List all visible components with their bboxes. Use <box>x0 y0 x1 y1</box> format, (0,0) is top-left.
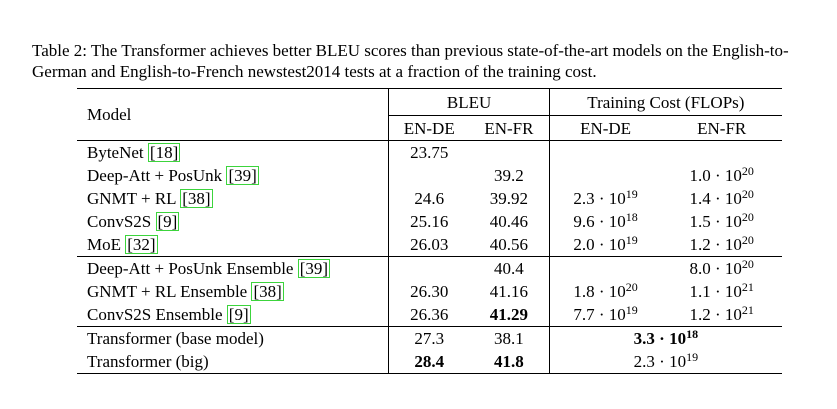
cost-en-de-cell: 2.3 · 1019 <box>573 187 638 208</box>
bleu-en-de-cell <box>388 256 470 280</box>
bleu-en-de-cell: 26.03 <box>410 235 449 254</box>
model-cell: ConvS2S [9] <box>77 210 390 233</box>
bleu-en-de-cell: 27.3 <box>388 326 470 350</box>
bleu-en-fr-cell: 39.2 <box>469 164 550 187</box>
cost-en-de-cell <box>549 256 662 280</box>
header-cost-en-de: EN-DE <box>549 115 662 141</box>
bleu-en-de-cell: 26.36 <box>410 305 449 324</box>
bleu-en-fr-cell: 41.29 <box>469 303 550 327</box>
bleu-en-fr-cell: 40.4 <box>469 256 550 280</box>
bleu-en-de-cell: 25.16 <box>410 212 449 231</box>
table-row: ConvS2S Ensemble [9] 26.36 41.29 7.7 · 1… <box>77 303 782 327</box>
header-training-cost: Training Cost (FLOPs) <box>549 88 782 116</box>
citation-link[interactable]: [18] <box>147 143 181 162</box>
bleu-en-de-cell: 26.30 <box>410 282 449 301</box>
table-row: Transformer (base model) 27.3 38.1 3.3 ·… <box>77 326 782 350</box>
citation-link[interactable]: [39] <box>226 166 259 185</box>
cost-en-fr-cell: 1.0 · 1020 <box>689 164 754 185</box>
table-row: Deep-Att + PosUnk [39] 39.2 1.0 · 1020 <box>77 164 782 187</box>
cost-en-fr-cell: 1.2 · 1021 <box>689 303 754 324</box>
table-row: GNMT + RL Ensemble [38] 26.30 41.16 1.8 … <box>77 280 782 303</box>
bleu-en-fr-cell: 41.16 <box>469 280 550 303</box>
model-cell: ConvS2S Ensemble [9] <box>77 303 390 327</box>
bleu-en-de-cell: 23.75 <box>388 140 470 164</box>
model-cell: Transformer (base model) <box>77 326 390 350</box>
citation-link[interactable]: [39] <box>297 259 331 278</box>
bleu-en-fr-cell <box>469 140 550 164</box>
bleu-en-fr-cell: 40.46 <box>469 210 550 233</box>
table-row: Deep-Att + PosUnk Ensemble [39] 40.4 8.0… <box>77 256 782 280</box>
cost-combined-cell: 3.3 · 1018 <box>549 326 782 350</box>
table-row: Transformer (big) 28.4 41.8 2.3 · 1019 <box>77 350 782 374</box>
model-cell: Deep-Att + PosUnk Ensemble [39] <box>77 256 390 280</box>
header-model: Model <box>77 88 390 141</box>
cost-en-fr-cell: 1.5 · 1020 <box>689 210 754 231</box>
cost-en-fr-cell: 1.4 · 1020 <box>689 187 754 208</box>
cost-en-fr-cell: 1.1 · 1021 <box>689 280 754 301</box>
cost-en-fr-cell: 8.0 · 1020 <box>661 256 782 280</box>
model-cell: Deep-Att + PosUnk [39] <box>77 164 390 187</box>
results-table: Model BLEU Training Cost (FLOPs) EN-DE E… <box>77 88 782 374</box>
citation-link[interactable]: [32] <box>125 235 158 254</box>
bleu-en-fr-cell: 39.92 <box>469 187 550 210</box>
cost-en-fr-cell: 1.2 · 1020 <box>689 233 754 254</box>
cost-en-de-cell: 7.7 · 1019 <box>573 303 638 324</box>
model-cell: MoE [32] <box>77 233 390 257</box>
citation-link[interactable]: [38] <box>180 189 213 208</box>
cost-en-de-cell: 9.6 · 1018 <box>573 210 638 231</box>
model-cell: ByteNet [18] <box>77 140 390 164</box>
model-cell: GNMT + RL Ensemble [38] <box>77 280 390 303</box>
citation-link[interactable]: [38] <box>251 282 284 301</box>
bleu-en-fr-cell: 41.8 <box>469 350 550 374</box>
table-row: MoE [32] 26.03 40.56 2.0 · 1019 1.2 · 10… <box>77 233 782 257</box>
cost-en-de-cell: 1.8 · 1020 <box>573 280 638 301</box>
citation-link[interactable]: [9] <box>226 305 251 324</box>
bleu-en-fr-cell: 40.56 <box>469 233 550 257</box>
cost-en-de-cell <box>549 140 662 164</box>
table-row: ByteNet [18] 23.75 <box>77 140 782 164</box>
table-caption: Table 2: The Transformer achieves better… <box>32 41 789 81</box>
table-row: GNMT + RL [38] 24.6 39.92 2.3 · 1019 1.4… <box>77 187 782 210</box>
bleu-en-de-cell <box>389 164 469 187</box>
results-table-container: Model BLEU Training Cost (FLOPs) EN-DE E… <box>77 88 782 374</box>
cost-combined-cell: 2.3 · 1019 <box>549 350 782 374</box>
bleu-en-fr-cell: 38.1 <box>469 326 550 350</box>
cost-en-fr-cell <box>661 140 782 164</box>
bleu-en-de-cell: 28.4 <box>388 350 470 374</box>
model-cell: GNMT + RL [38] <box>77 187 390 210</box>
citation-link[interactable]: [9] <box>155 212 180 231</box>
bleu-en-de-cell: 24.6 <box>414 189 445 208</box>
header-bleu-en-de: EN-DE <box>388 115 470 141</box>
header-cost-en-fr: EN-FR <box>661 115 782 141</box>
cost-en-de-cell <box>549 164 661 187</box>
table-row: ConvS2S [9] 25.16 40.46 9.6 · 1018 1.5 ·… <box>77 210 782 233</box>
cost-en-de-cell: 2.0 · 1019 <box>573 233 638 254</box>
header-bleu-en-fr: EN-FR <box>469 115 550 141</box>
header-bleu: BLEU <box>388 88 550 116</box>
model-cell: Transformer (big) <box>77 350 390 374</box>
